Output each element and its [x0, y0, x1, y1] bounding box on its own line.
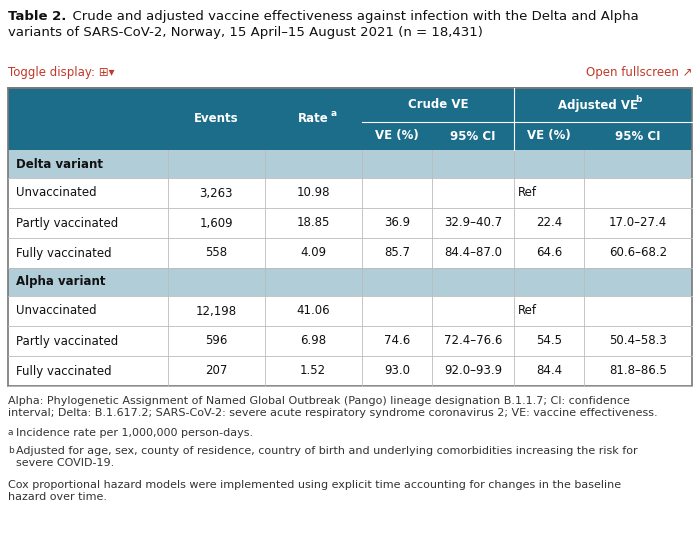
Text: variants of SARS-CoV-2, Norway, 15 April–15 August 2021 (n = 18,431): variants of SARS-CoV-2, Norway, 15 April…	[8, 26, 483, 39]
Text: Partly vaccinated: Partly vaccinated	[16, 334, 118, 348]
Bar	[8, 88, 692, 386]
Text: 3,263: 3,263	[199, 187, 232, 200]
Text: Adjusted for age, sex, county of residence, country of birth and underlying como: Adjusted for age, sex, county of residen…	[16, 446, 638, 467]
Text: 81.8–86.5: 81.8–86.5	[609, 364, 667, 377]
Text: Adjusted VE: Adjusted VE	[558, 98, 638, 111]
Text: a: a	[331, 108, 337, 117]
Text: Alpha variant: Alpha variant	[16, 276, 106, 288]
Bar	[8, 238, 692, 268]
Text: 60.6–68.2: 60.6–68.2	[609, 247, 667, 259]
Text: 95% CI: 95% CI	[450, 130, 496, 143]
Text: Cox proportional hazard models were implemented using explicit time accounting f: Cox proportional hazard models were impl…	[8, 480, 621, 501]
Text: Alpha: Phylogenetic Assignment of Named Global Outbreak (Pango) lineage designat: Alpha: Phylogenetic Assignment of Named …	[8, 396, 657, 418]
Text: Rate: Rate	[298, 112, 328, 126]
Text: 41.06: 41.06	[296, 305, 330, 318]
Bar	[8, 356, 692, 386]
Text: 18.85: 18.85	[296, 216, 330, 230]
Text: 74.6: 74.6	[384, 334, 410, 348]
Text: a: a	[8, 428, 13, 437]
Text: 6.98: 6.98	[300, 334, 326, 348]
Text: Delta variant: Delta variant	[16, 158, 103, 170]
Bar	[8, 326, 692, 356]
Text: 84.4–87.0: 84.4–87.0	[444, 247, 502, 259]
Text: 92.0–93.9: 92.0–93.9	[444, 364, 502, 377]
Bar	[8, 208, 692, 238]
Text: 64.6: 64.6	[536, 247, 562, 259]
Text: 12,198: 12,198	[195, 305, 237, 318]
Text: 1.52: 1.52	[300, 364, 326, 377]
Text: Crude and adjusted vaccine effectiveness against infection with the Delta and Al: Crude and adjusted vaccine effectiveness…	[64, 10, 638, 23]
Text: 95% CI: 95% CI	[615, 130, 661, 143]
Text: 17.0–27.4: 17.0–27.4	[609, 216, 667, 230]
Text: 4.09: 4.09	[300, 247, 326, 259]
Text: 207: 207	[205, 364, 228, 377]
Text: Unvaccinated: Unvaccinated	[16, 305, 97, 318]
Text: Fully vaccinated: Fully vaccinated	[16, 364, 111, 377]
Text: b: b	[8, 446, 14, 455]
Text: 10.98: 10.98	[296, 187, 330, 200]
Text: VE (%): VE (%)	[527, 130, 571, 143]
Bar	[8, 178, 692, 208]
Text: 596: 596	[205, 334, 228, 348]
Text: 1,609: 1,609	[199, 216, 233, 230]
Text: Toggle display: ⊞▾: Toggle display: ⊞▾	[8, 66, 115, 79]
Text: 50.4–58.3: 50.4–58.3	[609, 334, 667, 348]
Text: 93.0: 93.0	[384, 364, 410, 377]
Text: 558: 558	[205, 247, 227, 259]
Text: 85.7: 85.7	[384, 247, 410, 259]
Text: 22.4: 22.4	[536, 216, 562, 230]
Text: Events: Events	[194, 112, 238, 126]
Text: 36.9: 36.9	[384, 216, 410, 230]
Bar	[8, 296, 692, 326]
Text: b: b	[635, 94, 641, 103]
Text: Ref: Ref	[517, 305, 536, 318]
Text: 54.5: 54.5	[536, 334, 562, 348]
Bar	[8, 150, 692, 178]
Text: Ref: Ref	[517, 187, 536, 200]
Bar	[8, 268, 692, 296]
Text: Crude VE: Crude VE	[407, 98, 468, 111]
Text: VE (%): VE (%)	[375, 130, 419, 143]
Text: Partly vaccinated: Partly vaccinated	[16, 216, 118, 230]
Text: Unvaccinated: Unvaccinated	[16, 187, 97, 200]
Text: 32.9–40.7: 32.9–40.7	[444, 216, 502, 230]
Text: Open fullscreen ↗: Open fullscreen ↗	[585, 66, 692, 79]
Text: Table 2.: Table 2.	[8, 10, 66, 23]
Text: Fully vaccinated: Fully vaccinated	[16, 247, 111, 259]
Text: 84.4: 84.4	[536, 364, 562, 377]
Text: Incidence rate per 1,000,000 person-days.: Incidence rate per 1,000,000 person-days…	[16, 428, 253, 438]
Bar	[8, 88, 692, 150]
Text: 72.4–76.6: 72.4–76.6	[444, 334, 502, 348]
